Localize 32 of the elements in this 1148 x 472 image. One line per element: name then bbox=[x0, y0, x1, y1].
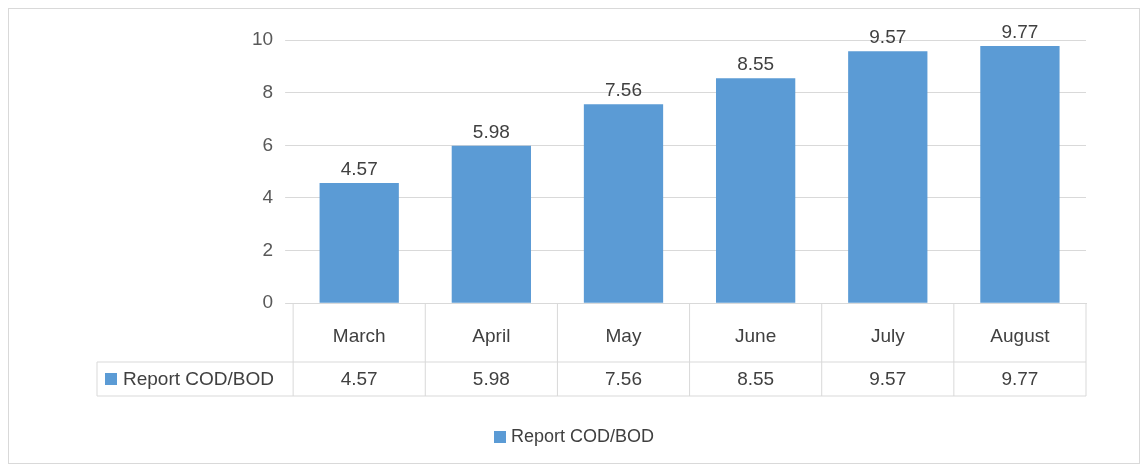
x-tick-label: July bbox=[870, 324, 906, 346]
y-tick-label: 4 bbox=[262, 186, 274, 208]
text: 8.55 bbox=[736, 367, 776, 391]
data-label: 8.55 bbox=[737, 52, 775, 74]
text: 7.56 bbox=[604, 367, 643, 391]
data-label: 5.98 bbox=[472, 120, 510, 142]
y-tick-label: 10 bbox=[251, 28, 274, 50]
y-tick-label: 6 bbox=[262, 133, 274, 155]
text: Report COD/BOD bbox=[510, 426, 655, 446]
x-tick-label: May bbox=[605, 324, 642, 346]
bar bbox=[848, 51, 928, 303]
text: 4.57 bbox=[339, 367, 379, 391]
bar bbox=[980, 46, 1060, 303]
x-tick-label: June bbox=[735, 324, 777, 346]
bar bbox=[583, 104, 664, 303]
text: 5.98 bbox=[471, 367, 511, 391]
bar bbox=[451, 145, 531, 303]
y-tick-label: 0 bbox=[262, 291, 274, 313]
bar bbox=[319, 182, 399, 303]
legend-label: Report COD/BOD bbox=[123, 368, 274, 389]
y-tick-label: 8 bbox=[262, 80, 274, 102]
bar bbox=[716, 78, 796, 303]
text: 9.57 bbox=[868, 367, 908, 391]
text: 9.77 bbox=[1000, 367, 1040, 391]
y-tick-label: 2 bbox=[262, 238, 274, 260]
x-tick-label: April bbox=[472, 324, 511, 346]
data-label: 9.57 bbox=[869, 26, 907, 48]
x-tick-label: March bbox=[332, 324, 386, 346]
x-tick-label: August bbox=[990, 324, 1051, 346]
data-label: 4.57 bbox=[340, 157, 378, 179]
data-label: 7.56 bbox=[605, 78, 642, 100]
data-label: 9.77 bbox=[1001, 20, 1039, 42]
